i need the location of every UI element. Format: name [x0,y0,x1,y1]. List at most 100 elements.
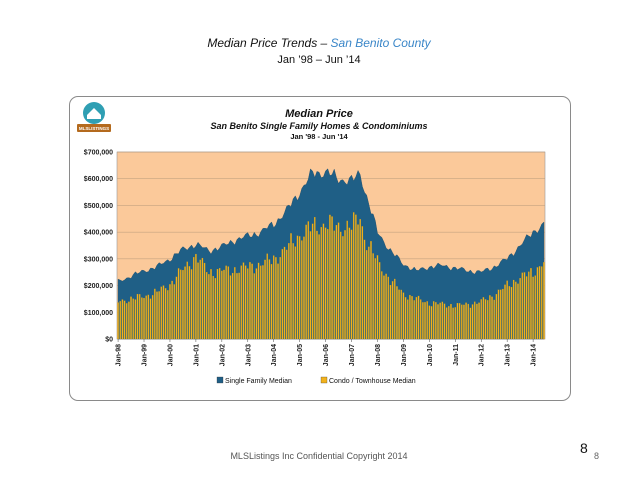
condo-bar [138,294,141,340]
condo-bar [156,291,158,340]
house-icon [87,108,101,119]
condo-bar [372,253,374,340]
condo-bar [195,253,197,340]
condo-bar [275,257,277,340]
condo-bar [471,304,474,340]
condo-bar [517,283,519,340]
x-axis: Jan-98 Jan-99 Jan-00 Jan-01 Jan-02 Jan-03 Jan-… [116,339,538,366]
x-tick-label: Jan-14 [531,344,538,366]
condo-bar [216,268,219,340]
condo-bar [497,289,500,340]
condo-bar [177,268,180,340]
condo-bar [430,306,433,340]
condo-bar [474,301,476,340]
condo-bar [426,301,428,340]
slide-title: Median Price Trends – San Benito County [0,36,638,50]
condo-bar [437,304,439,340]
slide-title-county: San Benito County [330,36,431,50]
condo-bar [376,255,379,340]
condo-bar [329,214,331,340]
condo-bar [482,297,485,340]
condo-bar [389,284,392,340]
condo-bar [145,295,147,340]
condo-bar [251,263,253,340]
condo-bar [396,286,398,340]
condo-bar [199,259,201,340]
x-tick-label: Jan-03 [245,344,252,366]
condo-bar [452,307,454,340]
condo-bar [422,302,424,340]
chart-period: Jan '98 - Jun '14 [290,132,348,141]
condo-bar [322,223,325,340]
condo-bar [541,266,543,340]
condo-bar [309,231,312,340]
condo-bar [361,226,364,340]
condo-bar [231,272,234,340]
condo-bar [249,262,251,340]
condo-bar [521,272,524,340]
condo-bar [169,284,171,340]
condo-bar [363,239,366,340]
condo-bar [454,307,457,340]
y-tick-label: $200,000 [84,283,113,290]
x-tick-label: Jan-01 [193,344,200,366]
y-tick-label: $500,000 [84,203,113,210]
condo-bar [290,233,292,340]
condo-bar [242,262,245,340]
condo-bar [508,286,511,340]
condo-bar [260,265,262,340]
condo-bar [530,268,532,340]
condo-bar [469,307,472,340]
condo-bar [234,267,236,340]
condo-bar [223,269,225,340]
condo-bar [171,280,173,340]
condo-bar [443,303,446,340]
condo-bar [208,274,210,340]
condo-bar [352,212,355,340]
logo-banner [77,124,111,132]
condo-bar [236,273,238,340]
condo-bar [218,268,221,340]
condo-bar [523,272,526,340]
condo-bar [193,257,195,340]
condo-bar [214,278,217,340]
condo-bar [201,257,204,340]
condo-bar [327,229,329,340]
condo-bar [536,267,539,340]
condo-bar [409,294,411,340]
condo-bar [298,236,301,340]
condo-bar [229,275,232,340]
condo-bar [119,301,121,340]
condo-bar [307,221,310,340]
condo-bar [512,279,515,340]
y-tick-label: $400,000 [84,230,113,237]
x-tick-label: Jan-10 [427,344,434,366]
x-tick-label: Jan-00 [167,344,174,366]
condo-bar [538,266,541,340]
page-number-small: 8 [594,451,600,461]
condo-bar [504,284,506,340]
condo-bar [190,269,193,340]
condo-bar [149,298,152,340]
condo-bar [365,250,368,340]
slide-subtitle: Jan ’98 – Jun ’14 [277,54,361,66]
condo-bar [495,294,498,340]
condo-bar [519,278,521,340]
condo-bar [318,234,320,340]
chart-subtitle: San Benito Single Family Homes & Condomi… [210,121,427,131]
condo-bar [162,285,165,340]
condo-bar [182,269,184,340]
condo-bar [268,259,271,340]
legend-label: Single Family Median [225,378,292,385]
condo-bar [128,301,130,340]
condo-bar [151,295,154,340]
condo-bar [134,299,137,340]
condo-bar [244,265,247,340]
condo-bar [123,300,126,340]
condo-bar [534,275,536,340]
condo-bar [314,216,316,340]
condo-bar [502,288,504,340]
condo-bar [316,230,318,340]
condo-bar [378,262,381,340]
condo-bar [456,302,459,340]
